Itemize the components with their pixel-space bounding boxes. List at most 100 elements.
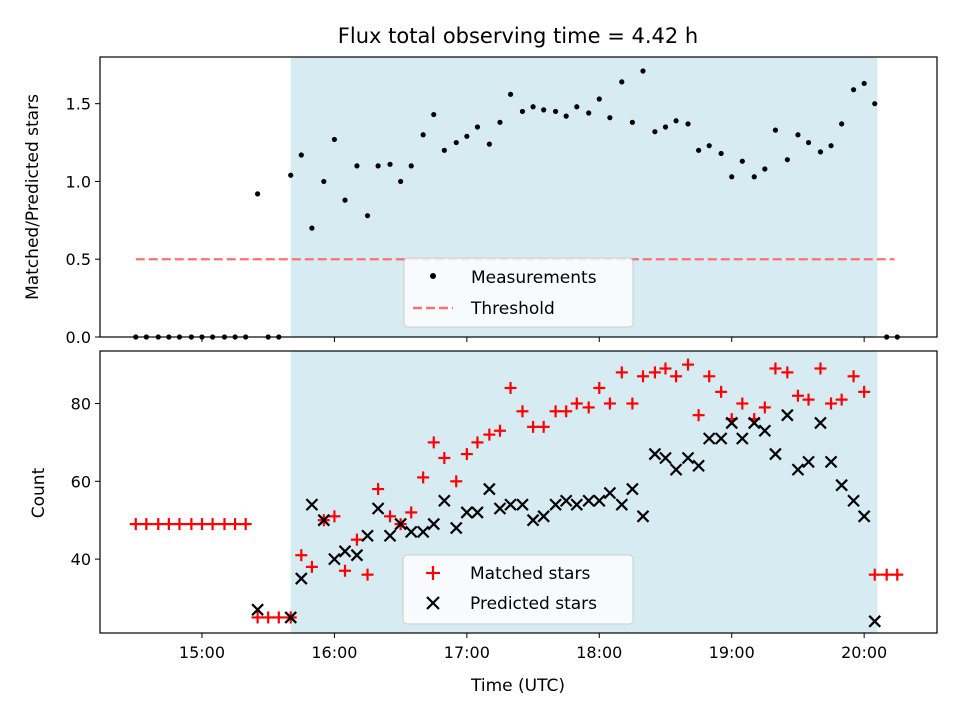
- matched-star-point: [173, 518, 186, 531]
- predicted-star-point: [659, 451, 672, 465]
- measurement-point: [696, 147, 702, 153]
- measurement-point: [398, 178, 404, 185]
- matched-star-point: [405, 506, 418, 519]
- threshold-legend-label: Threshold: [470, 299, 555, 319]
- measurement-point: [795, 132, 801, 138]
- count-y-ticks: 40 60 80: [71, 395, 100, 569]
- matched-star-point: [682, 358, 695, 371]
- x-tick-label: 19:00: [709, 643, 755, 662]
- measurement-point: [652, 129, 658, 135]
- matched-star-point: [715, 385, 728, 398]
- predicted-star-point: [305, 498, 319, 511]
- matched-star-point: [858, 385, 871, 398]
- x-tick-label: 16:00: [311, 643, 357, 662]
- predicted-star-point: [338, 545, 352, 558]
- measurement-point: [298, 152, 304, 158]
- y-tick-label: 0.5: [66, 250, 91, 269]
- measurement-point: [619, 79, 625, 85]
- predicted-star-point: [857, 510, 871, 523]
- x-tick-label: 20:00: [841, 643, 887, 662]
- ratio-panel-frame: [99, 56, 938, 338]
- matched-star-point: [692, 409, 705, 422]
- measurement-point: [729, 174, 735, 180]
- x-tick-label: 18:00: [576, 643, 622, 662]
- matched-star-point: [703, 370, 716, 383]
- measurement-point: [662, 124, 669, 130]
- matched-star-point: [262, 611, 275, 624]
- count-x-ticks: 15:00 16:00 17:00 18:00 19:00 20:00: [179, 633, 887, 662]
- predicted-star-point: [427, 517, 441, 531]
- matched-star-point: [648, 366, 661, 379]
- matched-star-point: [880, 568, 893, 581]
- chart-title: Flux total observing time = 4.42 h: [338, 24, 698, 48]
- matched-star-point: [603, 397, 616, 410]
- predicted-star-point: [383, 529, 397, 543]
- measurements-series: [133, 68, 900, 340]
- predicted-star-point: [781, 408, 794, 422]
- measurement-point: [552, 108, 559, 115]
- matched-star-point: [229, 518, 242, 531]
- measurement-point: [486, 141, 492, 147]
- measurement-point: [331, 136, 338, 143]
- matched-star-point: [450, 475, 463, 488]
- measurement-point: [497, 119, 503, 125]
- predicted-star-point: [736, 432, 749, 445]
- predicted-stars-series: [251, 408, 882, 628]
- measurement-point: [254, 191, 261, 197]
- ratio-x-ticks: [201, 337, 865, 342]
- predicted-star-point: [394, 517, 407, 531]
- measurement-point: [474, 124, 481, 130]
- measurement-point: [453, 139, 459, 146]
- predicted-star-point: [593, 494, 606, 508]
- predicted-star-point: [692, 459, 705, 473]
- predicted-legend-label: Predicted stars: [470, 594, 597, 614]
- measurement-point: [364, 213, 371, 219]
- matched-star-point: [272, 611, 285, 624]
- count-y-label: Count: [29, 467, 49, 518]
- matched-star-point: [460, 448, 473, 461]
- predicted-star-point: [449, 521, 463, 535]
- matched-star-point: [239, 518, 252, 531]
- measurement-point: [596, 96, 602, 102]
- matched-star-point: [549, 405, 562, 418]
- measurement-point: [850, 87, 857, 93]
- predicted-star-point: [493, 502, 507, 515]
- predicted-star-point: [295, 572, 308, 585]
- predicted-star-point: [438, 494, 451, 508]
- matched-star-point: [593, 381, 606, 394]
- predicted-star-point: [636, 510, 650, 523]
- predicted-star-point: [328, 552, 341, 566]
- predicted-star-point: [758, 424, 772, 438]
- matched-star-point: [328, 510, 341, 523]
- matched-star-point: [417, 471, 430, 484]
- predicted-star-point: [559, 494, 573, 508]
- measurement-point: [387, 161, 393, 167]
- predicted-star-point: [626, 482, 639, 496]
- measurement-point: [563, 113, 569, 119]
- ratio-y-label: Matched/Predicted stars: [23, 94, 43, 300]
- predicted-star-point: [483, 482, 496, 496]
- predicted-star-point: [615, 498, 629, 511]
- measurement-point: [574, 104, 580, 110]
- matched-star-point: [825, 397, 838, 410]
- predicted-star-point: [549, 498, 562, 511]
- measurement-point: [828, 143, 834, 149]
- measurement-point: [706, 143, 712, 149]
- y-tick-label: 80: [71, 395, 91, 414]
- measurement-point: [441, 147, 447, 153]
- predicted-star-point: [669, 463, 683, 476]
- matched-legend-label: Matched stars: [470, 564, 590, 584]
- matched-star-point: [626, 397, 639, 410]
- count-legend: Matched stars Predicted stars: [402, 554, 634, 625]
- predicted-star-point: [350, 548, 364, 562]
- measurement-point: [420, 132, 426, 138]
- x-tick-label: 17:00: [444, 643, 490, 662]
- measurement-point: [309, 225, 315, 231]
- ratio-y-ticks: 0.0 0.5 1.0 1.5: [66, 95, 100, 347]
- predicted-star-point: [814, 416, 827, 430]
- matched-star-point: [570, 397, 583, 410]
- predicted-star-point: [537, 510, 550, 523]
- matched-star-point: [659, 362, 672, 375]
- predicted-star-point: [404, 525, 418, 539]
- matched-star-point: [791, 389, 804, 402]
